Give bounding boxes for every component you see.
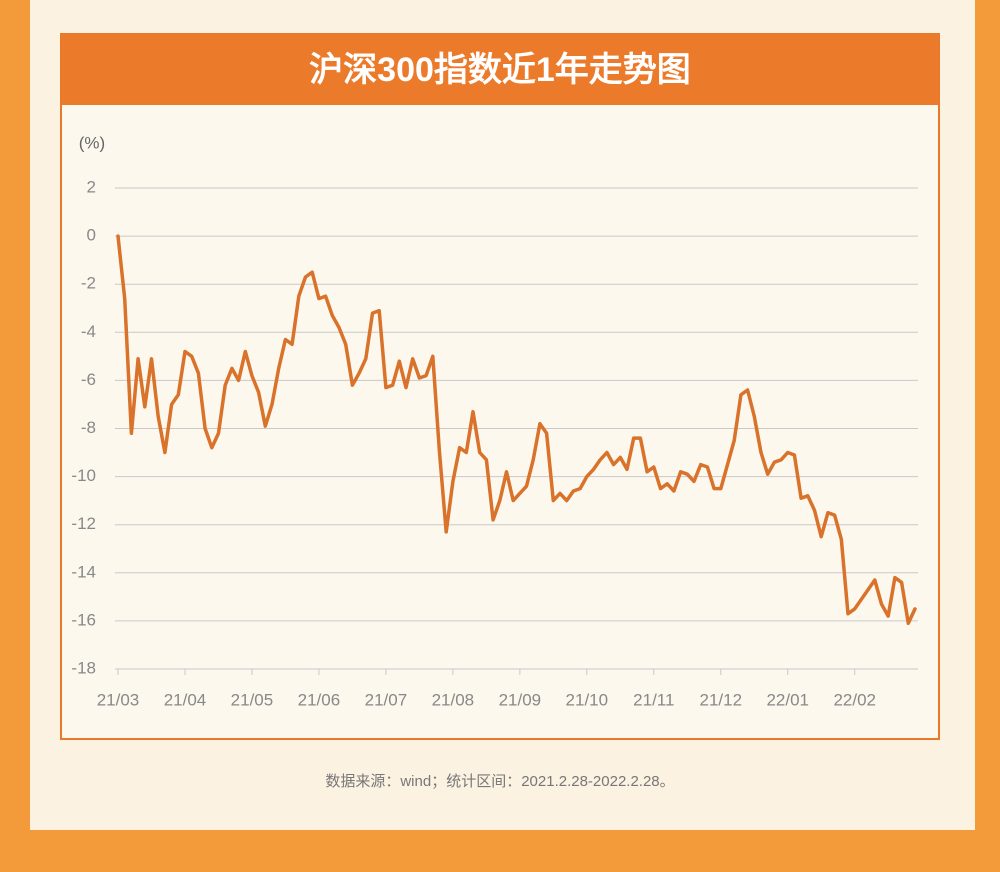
x-tick-label: 21/06	[298, 690, 341, 709]
y-tick-label: -10	[71, 466, 96, 485]
x-tick-label: 21/07	[365, 690, 408, 709]
x-tick-label: 21/04	[164, 690, 207, 709]
y-tick-label: -18	[71, 658, 96, 677]
y-tick-label: -4	[81, 322, 96, 341]
y-tick-label: 2	[87, 177, 96, 196]
y-tick-label: -6	[81, 370, 96, 389]
y-tick-label: -2	[81, 274, 96, 293]
y-tick-label: -12	[71, 514, 96, 533]
y-tick-label: -8	[81, 418, 96, 437]
y-tick-label: -14	[71, 562, 96, 581]
x-tick-label: 22/02	[833, 690, 876, 709]
x-tick-label: 22/01	[766, 690, 809, 709]
x-tick-label: 21/08	[432, 690, 475, 709]
x-tick-label: 21/10	[566, 690, 609, 709]
chart-title: 沪深300指数近1年走势图	[309, 51, 691, 89]
x-tick-label: 21/11	[633, 690, 674, 709]
x-tick-label: 21/03	[97, 690, 140, 709]
line-series	[116, 234, 917, 626]
x-tick-label: 21/12	[699, 690, 742, 709]
y-tick-label: 0	[87, 226, 96, 245]
y-tick-label: -16	[71, 610, 96, 629]
title-bar	[61, 34, 939, 105]
x-tick-label: 21/09	[499, 690, 542, 709]
chart-frame	[60, 33, 940, 740]
x-tick-label: 21/05	[231, 690, 274, 709]
source-note: 数据来源：wind；统计区间：2021.2.28-2022.2.28。	[325, 773, 674, 790]
y-axis-label: (%)	[79, 133, 105, 152]
